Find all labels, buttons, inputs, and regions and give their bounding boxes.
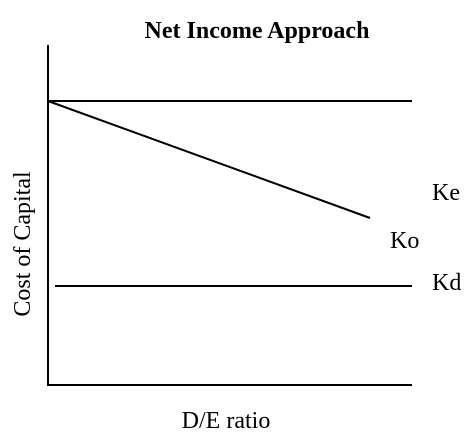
ko-label: Ko [390,228,419,254]
x-axis-label: D/E ratio [182,408,271,434]
ke-label: Ke [432,180,460,206]
title: Net Income Approach [145,18,370,44]
kd-label: Kd [432,270,461,296]
ko-line [47,100,371,219]
y-axis-label: Cost of Capital [10,171,36,317]
